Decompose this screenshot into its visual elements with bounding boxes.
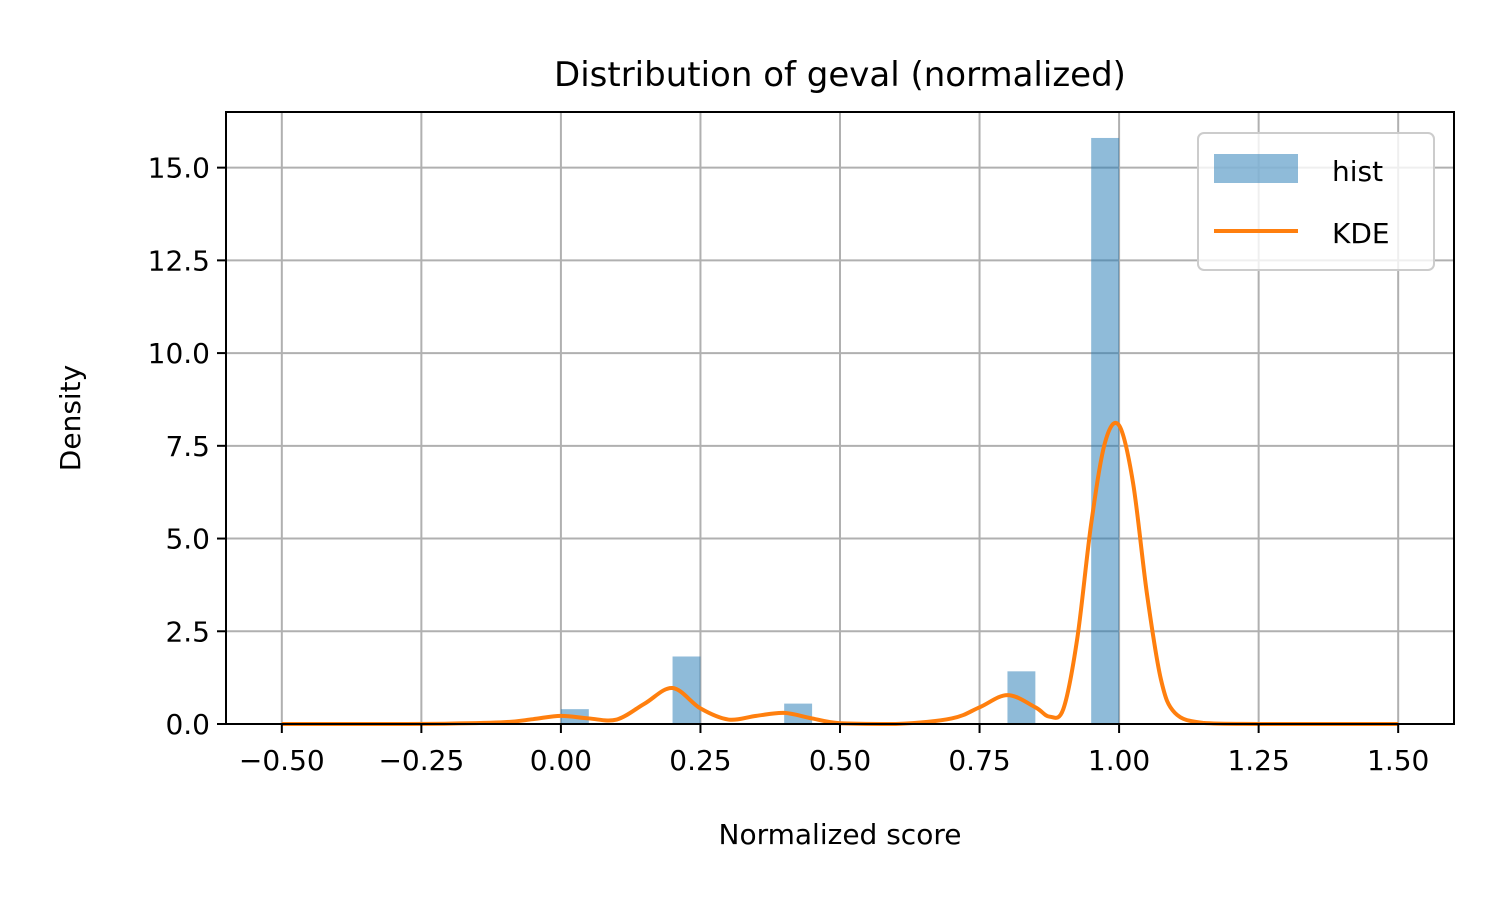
legend-hist-swatch <box>1214 154 1298 183</box>
histogram-bars <box>560 137 1120 725</box>
x-tick-label: 0.50 <box>809 744 871 777</box>
y-tick-label: 15.0 <box>148 152 210 185</box>
y-tick-label: 7.5 <box>165 430 210 463</box>
legend: hist KDE <box>1197 132 1435 271</box>
y-tick-label: 12.5 <box>148 244 210 277</box>
kde-line-group <box>281 420 1399 727</box>
x-tick-label: 0.75 <box>948 744 1010 777</box>
x-tick-label: −0.25 <box>378 744 464 777</box>
y-tick-label: 2.5 <box>165 615 210 648</box>
x-tick-label: 0.25 <box>669 744 731 777</box>
y-tick-label: 0.0 <box>165 708 210 741</box>
hist-bar <box>1091 137 1120 725</box>
y-tick-label: 5.0 <box>165 523 210 556</box>
x-axis-label: Normalized score <box>719 818 962 851</box>
y-axis-label: Density <box>54 365 87 471</box>
x-tick-label: 1.00 <box>1088 744 1150 777</box>
legend-box <box>1197 132 1435 271</box>
y-axis-ticks: 0.0 2.5 5.0 7.5 10.0 12.5 15.0 <box>148 152 226 741</box>
legend-hist-label: hist <box>1332 155 1383 188</box>
x-axis-ticks: −0.50 −0.25 0.00 0.25 0.50 0.75 1.00 1.25 1.50 <box>239 724 1429 777</box>
x-tick-label: −0.50 <box>239 744 325 777</box>
kde-line <box>281 420 1399 727</box>
chart-title: Distribution of geval (normalized) <box>554 55 1126 95</box>
legend-kde-label: KDE <box>1332 217 1390 250</box>
x-tick-label: 0.00 <box>530 744 592 777</box>
x-tick-label: 1.25 <box>1227 744 1289 777</box>
y-tick-label: 10.0 <box>148 337 210 370</box>
x-tick-label: 1.50 <box>1367 744 1429 777</box>
